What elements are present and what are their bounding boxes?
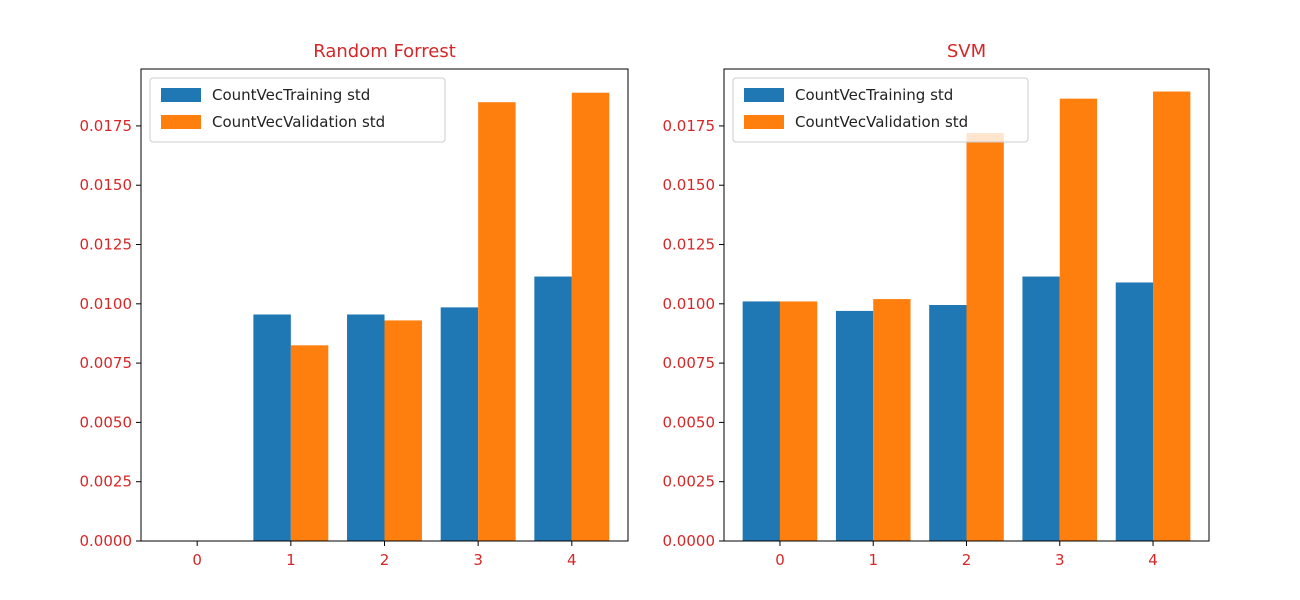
bar-validation-4 bbox=[1153, 91, 1191, 542]
y-tick-label: 0.0050 bbox=[80, 413, 133, 431]
legend-label-validation: CountVecValidation std bbox=[795, 113, 968, 131]
bar-training-1 bbox=[835, 310, 874, 541]
y-tick-label: 0.0150 bbox=[663, 176, 716, 194]
bar-training-2 bbox=[929, 305, 967, 541]
x-tick-label: 1 bbox=[286, 551, 296, 569]
x-tick-label: 4 bbox=[1148, 551, 1158, 569]
legend-label-validation: CountVecValidation std bbox=[212, 113, 385, 131]
legend: CountVecTraining std CountVecValidation s… bbox=[732, 77, 1029, 143]
bar-training-4 bbox=[534, 276, 572, 541]
chart-panel-2: SVM 0.0000 0.0025 0.0050 0.0075 0.0100 0.0125 0… bbox=[663, 41, 1210, 569]
y-tick-label: 0.0050 bbox=[663, 413, 716, 431]
y-tick-label: 0.0075 bbox=[80, 354, 133, 372]
y-tick-label: 0.0025 bbox=[80, 473, 133, 491]
bar-validation-0 bbox=[779, 301, 818, 541]
bar-training-1 bbox=[253, 314, 291, 541]
y-tick-label: 0.0075 bbox=[663, 354, 716, 372]
x-tick-label: 3 bbox=[1055, 551, 1065, 569]
x-tick-label: 0 bbox=[775, 551, 785, 569]
bar-training-4 bbox=[1115, 282, 1154, 541]
x-tick-label: 2 bbox=[380, 551, 390, 569]
bar-validation-1 bbox=[873, 299, 911, 541]
x-tick-label: 4 bbox=[567, 551, 577, 569]
legend-label-training: CountVecTraining std bbox=[795, 86, 953, 104]
bar-training-3 bbox=[440, 307, 479, 541]
bar-validation-2 bbox=[966, 133, 1004, 541]
legend-label-training: CountVecTraining std bbox=[212, 86, 370, 104]
legend-swatch-training bbox=[744, 88, 784, 102]
bar-validation-3 bbox=[478, 102, 516, 542]
legend-box bbox=[732, 77, 1029, 143]
chart-panel-1: Random Forrest 0.0000 0.0025 0.0050 0.0075 0.… bbox=[80, 41, 629, 569]
chart-title: Random Forrest bbox=[313, 41, 456, 62]
bar-training-0 bbox=[742, 301, 780, 541]
y-tick-label: 0.0100 bbox=[80, 295, 133, 313]
legend-swatch-training bbox=[161, 88, 201, 102]
legend-swatch-validation bbox=[161, 115, 201, 129]
x-tick-label: 1 bbox=[868, 551, 878, 569]
chart-title: SVM bbox=[947, 41, 986, 62]
bar-validation-4 bbox=[571, 92, 610, 541]
bar-validation-2 bbox=[384, 320, 422, 541]
bar-training-2 bbox=[347, 314, 385, 541]
y-tick-label: 0.0100 bbox=[663, 295, 716, 313]
y-tick-label: 0.0025 bbox=[663, 473, 716, 491]
y-tick-label: 0.0175 bbox=[663, 117, 716, 135]
legend-box bbox=[149, 77, 446, 143]
bar-validation-3 bbox=[1059, 98, 1098, 541]
y-tick-label: 0.0175 bbox=[80, 117, 133, 135]
bar-training-3 bbox=[1022, 276, 1060, 541]
y-tick-label: 0.0000 bbox=[80, 532, 133, 550]
bar-validation-1 bbox=[290, 345, 329, 541]
y-tick-label: 0.0125 bbox=[80, 236, 133, 254]
y-tick-label: 0.0125 bbox=[663, 236, 716, 254]
x-tick-label: 2 bbox=[962, 551, 972, 569]
y-tick-label: 0.0150 bbox=[80, 176, 133, 194]
legend-swatch-validation bbox=[744, 115, 784, 129]
legend: CountVecTraining std CountVecValidation s… bbox=[149, 77, 446, 143]
x-tick-label: 3 bbox=[473, 551, 483, 569]
x-tick-label: 0 bbox=[192, 551, 202, 569]
y-tick-label: 0.0000 bbox=[663, 532, 716, 550]
